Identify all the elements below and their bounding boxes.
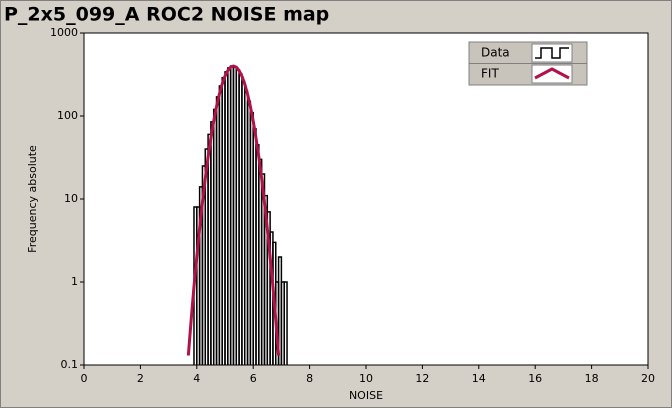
x-tick-label: 14 xyxy=(472,372,486,385)
x-tick-label: 2 xyxy=(137,372,144,385)
x-tick-label: 6 xyxy=(250,372,257,385)
y-axis-label: Frequency absolute xyxy=(26,145,39,253)
legend-swatch xyxy=(534,67,570,80)
histogram-bin xyxy=(283,281,288,365)
legend: Data FIT xyxy=(468,41,588,86)
legend-label: Data xyxy=(481,46,510,60)
x-tick-label: 12 xyxy=(415,372,429,385)
x-tick-label: 8 xyxy=(306,372,313,385)
plot-area xyxy=(84,33,648,365)
x-tick-label: 16 xyxy=(528,372,542,385)
y-tick-label: 0.1 xyxy=(61,358,79,371)
x-tick-label: 4 xyxy=(193,372,200,385)
x-tick-label: 18 xyxy=(585,372,599,385)
y-tick-label: 100 xyxy=(57,109,78,122)
legend-swatch xyxy=(535,47,569,59)
x-axis-label: NOISE xyxy=(349,389,383,402)
y-tick-label: 1000 xyxy=(50,26,78,39)
x-tick-label: 20 xyxy=(641,372,655,385)
legend-label: FIT xyxy=(481,67,499,81)
fit-line xyxy=(186,64,281,356)
chart-title: P_2x5_099_A ROC2 NOISE map xyxy=(4,4,329,26)
x-tick-label: 0 xyxy=(81,372,88,385)
y-tick-label: 1 xyxy=(71,275,78,288)
y-tick-label: 10 xyxy=(64,192,78,205)
legend-swatch-box xyxy=(531,64,573,84)
x-tick-label: 10 xyxy=(359,372,373,385)
